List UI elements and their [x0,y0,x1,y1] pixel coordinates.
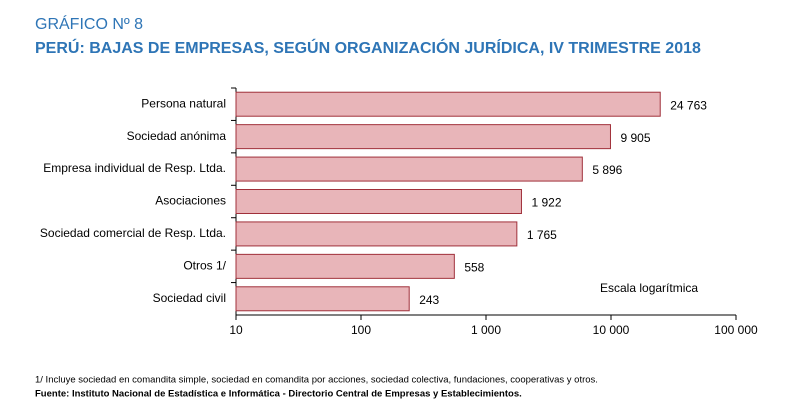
chart-title: PERÚ: BAJAS DE EMPRESAS, SEGÚN ORGANIZAC… [35,38,701,57]
footnote: 1/ Incluye sociedad en comandita simple,… [35,375,598,386]
x-tick-label: 10 [229,323,243,337]
bar [235,189,522,214]
value-label: 9 905 [620,131,650,145]
value-label: 24 763 [670,98,707,112]
y-tick-label: Sociedad comercial de Resp. Ltda. [40,226,226,240]
annotation: Escala logarítmica [600,281,698,295]
bar [235,156,583,182]
value-label: 1 765 [527,228,557,242]
value-label: 558 [464,261,484,275]
y-tick-label: Otros 1/ [183,259,226,273]
value-label: 1 922 [531,196,561,210]
y-tick-label: Sociedad civil [153,291,226,305]
y-tick-label: Sociedad anónima [127,129,227,143]
y-tick-label: Persona natural [141,96,226,110]
bar [235,253,455,279]
bar [235,91,661,117]
bar [235,286,410,312]
bar [235,221,518,247]
y-tick-label: Empresa individual de Resp. Ltda. [43,161,226,175]
x-tick-label: 1 000 [471,323,501,337]
x-tick-label: 10 000 [593,323,630,337]
y-tick-label: Asociaciones [155,194,226,208]
x-tick-label: 100 [351,323,371,337]
value-label: 243 [419,293,439,307]
chart-label: GRÁFICO Nº 8 [35,14,143,33]
x-tick-label: 100 000 [714,323,758,337]
value-label: 5 896 [592,163,622,177]
source: Fuente: Instituto Nacional de Estadístic… [35,389,522,400]
bar [235,124,611,150]
